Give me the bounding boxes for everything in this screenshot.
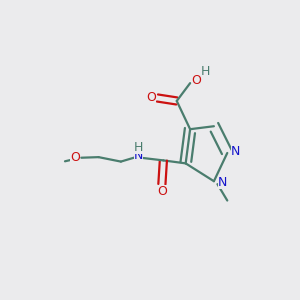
Text: H: H xyxy=(201,65,210,78)
Text: N: N xyxy=(134,149,143,162)
Text: N: N xyxy=(218,176,227,189)
Text: O: O xyxy=(146,92,156,104)
Text: O: O xyxy=(70,151,80,164)
Text: O: O xyxy=(157,185,167,198)
Text: H: H xyxy=(134,141,143,154)
Text: O: O xyxy=(192,74,202,87)
Text: N: N xyxy=(231,145,240,158)
